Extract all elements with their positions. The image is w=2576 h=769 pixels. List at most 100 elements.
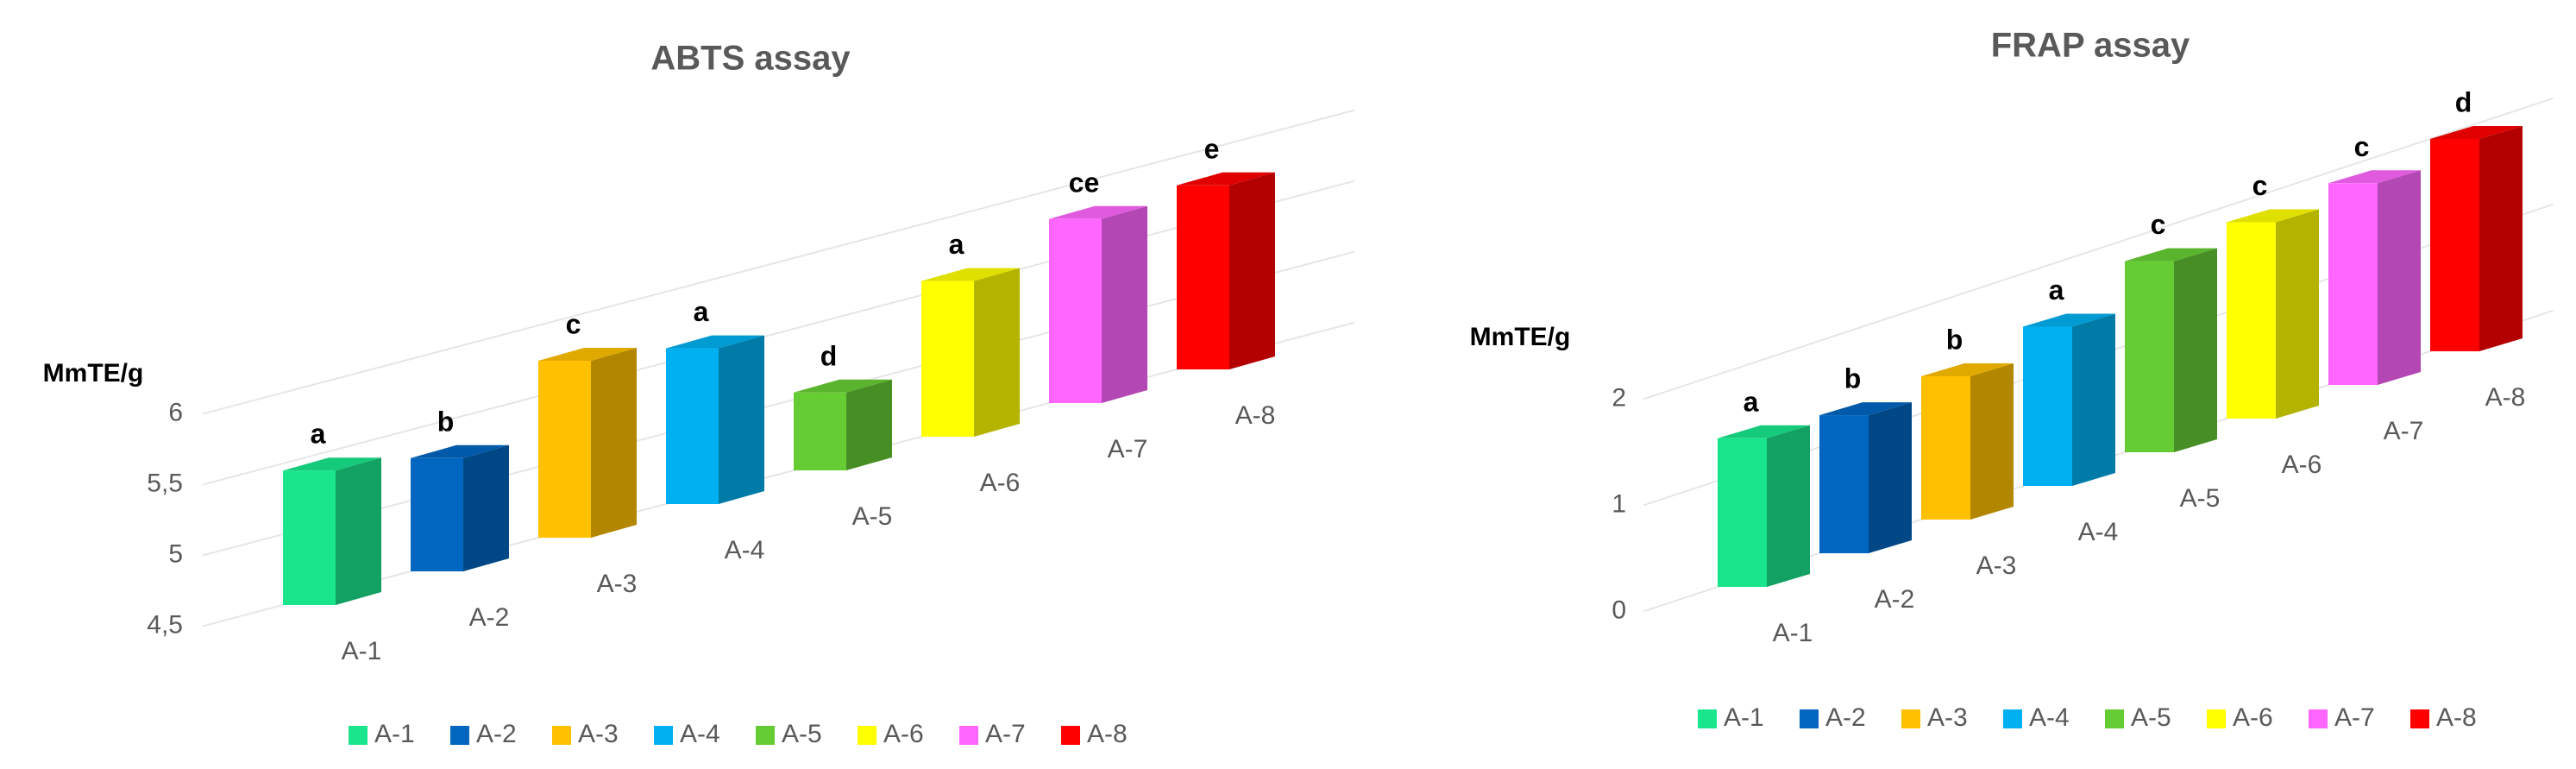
bar-top [921,268,1020,281]
legend-label: A-4 [680,720,720,748]
bar-top [1921,362,2014,376]
bar-top [2125,248,2217,262]
bar-top [794,379,892,393]
chart-title: ABTS assay [650,40,851,78]
bar-annotation: a [2049,274,2064,306]
legend-swatch [1061,726,1080,745]
legend-swatch [450,726,469,745]
bar [921,280,974,437]
bar-top [1177,172,1275,186]
legend-swatch [959,726,978,745]
bar-side [974,268,1020,437]
bar-top [283,457,381,471]
chart: ABTS assay MmTE/g 4,5 5 5,5 6 a A-1 b A-2 c A-3 a A-4… [43,40,1355,748]
bar-annotation: ce [1069,167,1100,198]
bar [1819,415,1869,553]
bar-annotation: e [1204,133,1220,164]
legend-swatch [2207,709,2226,728]
bar-side [1970,362,2014,520]
y-tick-label: 4,5 [147,610,183,639]
x-tick-label: A-2 [1875,585,1915,614]
bar-annotation: c [2151,209,2166,240]
legend-swatch [756,726,775,745]
legend-label: A-5 [782,720,822,748]
bar [1049,218,1102,403]
bar-side [2378,170,2421,385]
legend-label: A-3 [578,720,619,748]
grid-line [202,321,1355,627]
bar-top [2328,170,2421,184]
x-tick-label: A-8 [2485,383,2526,412]
x-tick-label: A-5 [852,502,893,531]
bar-top [2023,313,2115,327]
legend-swatch [858,726,876,745]
legend-label: A-8 [2436,703,2477,732]
bar [2023,326,2072,486]
bar [2328,183,2378,385]
y-tick-label: 6 [168,398,183,426]
bar-annotation: a [694,296,709,327]
x-tick-label: A-4 [725,536,765,564]
bar-top [411,444,509,458]
x-tick-label: A-1 [342,637,382,665]
legend-swatch [1800,709,1819,728]
y-tick-label: 1 [1612,489,1626,518]
bar-annotation: b [1946,324,1963,355]
y-tick-label: 0 [1612,596,1626,624]
legend-swatch [654,726,673,745]
bar-side [1869,402,1912,553]
bar-annotation: b [1844,363,1862,394]
bar-side [2276,209,2319,419]
bar-side [1102,205,1147,403]
legend-swatch [1698,709,1717,728]
legend-label: A-2 [476,720,517,748]
chart-title: FRAP assay [1991,27,2190,65]
bar-side [1229,172,1275,369]
x-tick-label: A-3 [1976,552,2017,580]
bar-top [2430,126,2523,139]
bar-top [2227,209,2319,223]
bar-side [2479,126,2523,351]
x-tick-label: A-4 [2078,518,2119,546]
bar-annotation: b [437,406,455,437]
legend-swatch [2410,709,2429,728]
bar-annotation: a [311,419,326,450]
bar-top [538,348,637,361]
legend-label: A-6 [883,720,924,748]
y-tick-label: 2 [1612,383,1626,412]
bar-side [336,457,381,605]
grid-line [202,180,1355,486]
bar [538,361,591,538]
bar-annotation: d [2455,86,2472,117]
bar [794,392,846,470]
legend-label: A-1 [374,720,415,748]
bar-top [1718,425,1810,438]
bar-side [846,379,892,470]
bar [1921,375,1970,520]
legend-swatch [349,726,368,745]
bar [283,470,336,605]
bar-top [1819,402,1912,416]
bar-annotation: c [566,308,581,339]
bar [2227,222,2276,419]
bar-top [666,335,764,349]
y-tick-label: 5 [168,539,183,568]
y-tick-label: 5,5 [147,469,183,497]
chart: FRAP assay MmTE/g 0 1 2 a A-1 b A-2 b A-3 a A-4 c A-5 c… [1470,27,2554,732]
legend-label: A-6 [2233,703,2273,732]
grid-line [202,109,1355,415]
legend-label: A-5 [2131,703,2171,732]
legend-label: A-4 [2029,703,2070,732]
bar-annotation: d [820,340,838,371]
bar [1177,185,1229,369]
legend-swatch [1901,709,1920,728]
legend-label: A-3 [1927,703,1968,732]
bar [666,348,719,504]
bar-side [591,348,637,538]
bar-side [1767,425,1810,587]
x-tick-label: A-1 [1773,619,1813,647]
grid-line [1643,97,2554,400]
legend-swatch [2003,709,2022,728]
legend-swatch [2105,709,2124,728]
